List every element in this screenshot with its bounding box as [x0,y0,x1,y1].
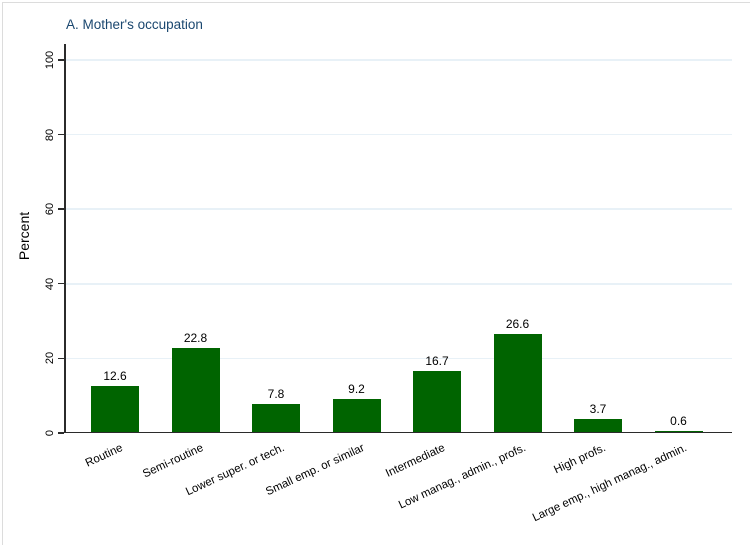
x-category-label-text: Routine [84,442,126,470]
bar-value-label: 3.7 [589,402,607,417]
gridline-80 [64,133,732,136]
x-axis-line [63,431,732,433]
gridline-20 [64,357,732,360]
bar [332,398,381,433]
x-category-label-text: Semi-routine [141,442,206,481]
bar [171,347,220,433]
chart-title: A. Mother's occupation [66,17,203,32]
bar [574,419,622,433]
y-tick-label-text: 100 [44,50,56,70]
y-tick-mark-40 [57,283,64,285]
y-axis-line [64,44,66,433]
gridline-40 [64,283,732,285]
bar-value-label: 16.7 [425,353,449,368]
y-axis-title-text: Percent [16,211,32,261]
bar [252,403,300,433]
bar [413,370,461,433]
y-tick-label-text: 80 [44,128,56,141]
bar [91,386,139,433]
bar-value-label: 22.8 [183,330,208,345]
gridline-100 [64,59,732,61]
y-tick-mark-0 [57,432,64,434]
x-category-label-text: Low manag., admin., profs. [396,442,528,512]
bar-value-label: 26.6 [505,316,530,331]
x-category-label-text: Large emp., high manag., admin. [530,442,689,525]
y-tick-label-text: 40 [44,277,56,290]
x-category-label-text: Intermediate [384,442,448,480]
y-tick-mark-20 [57,357,64,360]
plot-area: 12.6 22.8 7.8 9.2 16.7 26.6 3.7 0.6 0 20 40 60 80 100… [44,44,732,524]
y-tick-label-text: 60 [44,203,56,216]
bar-value-label: 9.2 [348,381,365,396]
bar-value-label: 7.8 [267,386,285,401]
bar-value-label: 12.6 [103,368,127,383]
x-category-label-text: High profs. [552,442,609,477]
bar-value-label: 0.6 [670,413,687,428]
y-tick-mark-80 [57,133,64,136]
y-tick-label-text: 0 [44,429,56,437]
gridline-60 [64,208,732,210]
bar [493,333,542,433]
y-tick-mark-100 [57,59,64,61]
y-tick-label-text: 20 [44,352,56,365]
y-tick-mark-60 [57,208,64,210]
